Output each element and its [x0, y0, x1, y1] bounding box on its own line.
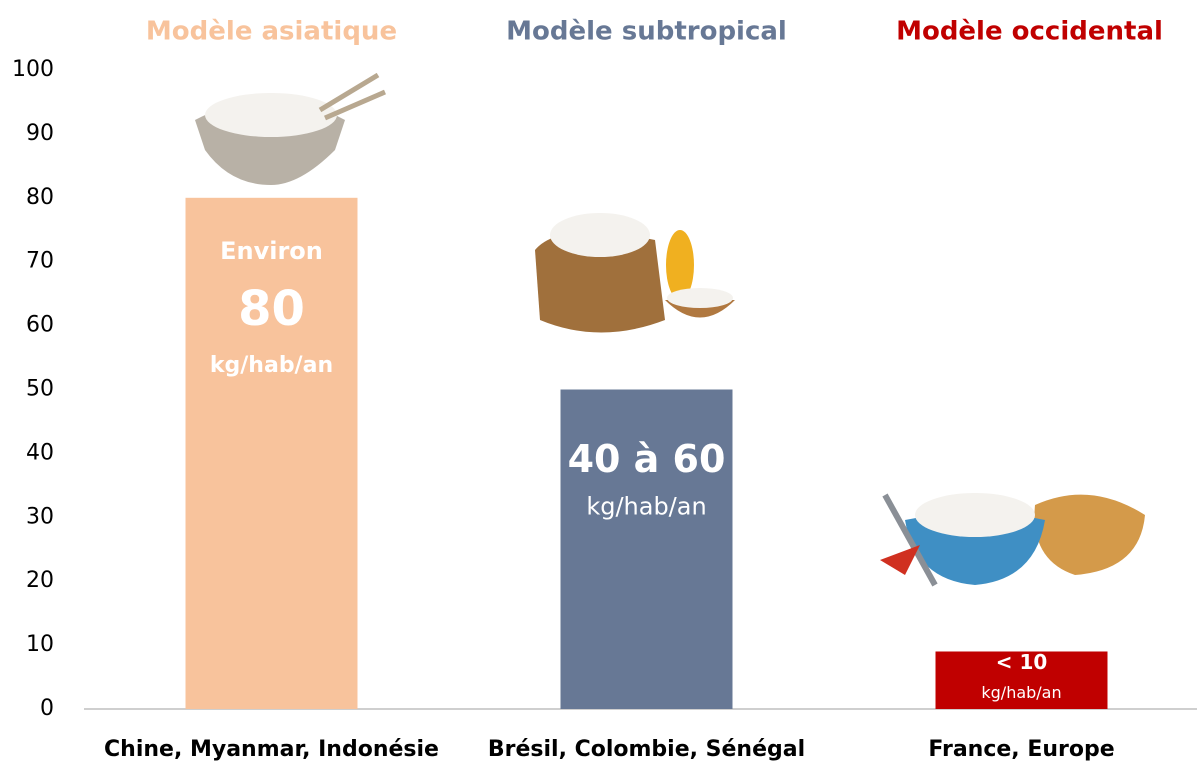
bar-annotation: 80: [238, 281, 305, 337]
chopstick-icon: [325, 92, 385, 118]
group-header: Modèle asiatique: [146, 17, 397, 47]
chart: 0 10 20 30 40 50 60 70 80 90 100 Modèle asiatique Ch…: [0, 0, 1197, 765]
y-tick-label: 0: [40, 696, 54, 721]
y-tick-label: 10: [26, 632, 54, 657]
rice-icon: [915, 493, 1035, 537]
napkin-icon: [880, 545, 920, 575]
group-header: Modèle occidental: [896, 17, 1163, 47]
x-tick-label: France, Europe: [928, 737, 1114, 762]
bar-annotation: kg/hab/an: [981, 683, 1061, 702]
chopstick-icon: [320, 75, 378, 110]
y-tick-label: 50: [26, 377, 54, 402]
bar-annotation: 40 à 60: [568, 437, 726, 481]
y-tick-label: 60: [26, 313, 54, 338]
rice-icon: [550, 213, 650, 257]
rice-icon: [205, 93, 337, 137]
y-tick-label: 40: [26, 440, 54, 465]
bar: [186, 198, 358, 709]
bar-annotation: kg/hab/an: [586, 493, 706, 521]
y-tick-label: 80: [26, 185, 54, 210]
x-tick-label: Brésil, Colombie, Sénégal: [488, 737, 805, 762]
y-tick-label: 70: [26, 249, 54, 274]
rice-icon: [667, 288, 733, 308]
y-tick-label: 90: [26, 121, 54, 146]
bar-annotation: kg/hab/an: [210, 353, 333, 378]
y-tick-label: 30: [26, 504, 54, 529]
y-tick-label: 20: [26, 568, 54, 593]
bar-annotation: < 10: [996, 650, 1048, 674]
bread-icon: [1035, 495, 1146, 575]
group-header: Modèle subtropical: [506, 17, 787, 47]
x-tick-label: Chine, Myanmar, Indonésie: [104, 737, 439, 762]
y-tick-label: 100: [12, 57, 54, 82]
bar-annotation: Environ: [220, 237, 323, 265]
